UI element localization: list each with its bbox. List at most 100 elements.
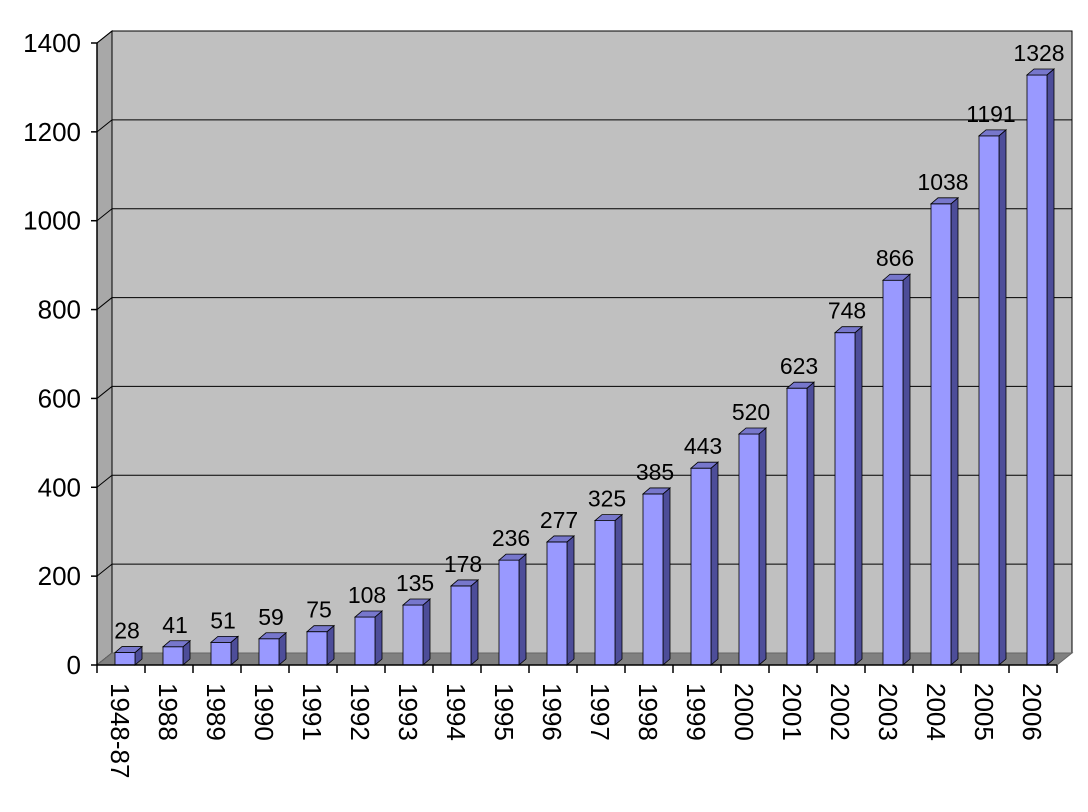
data-label: 135 — [396, 570, 434, 596]
bar-front — [546, 541, 568, 666]
data-label: 178 — [444, 551, 482, 577]
bar-top — [929, 197, 960, 205]
bar-top — [689, 461, 720, 469]
bar — [305, 624, 336, 666]
bar-front — [498, 559, 520, 666]
bar-side — [950, 196, 959, 666]
bar-top — [785, 381, 816, 389]
bar-top — [737, 427, 768, 435]
data-label: 520 — [732, 399, 770, 425]
bar-top — [305, 625, 336, 633]
bar — [785, 381, 816, 666]
x-tick-label: 1989 — [201, 683, 231, 741]
bar — [449, 579, 480, 666]
gridline-diagonal — [96, 474, 113, 488]
gridline-diagonal — [96, 119, 113, 133]
data-label: 325 — [588, 486, 626, 512]
bar-top — [977, 129, 1008, 137]
bar-top — [449, 579, 480, 587]
x-tick-label: 2001 — [777, 683, 807, 741]
gridline-diagonal — [96, 30, 113, 44]
bar — [929, 196, 960, 666]
bar — [257, 631, 288, 666]
bar — [401, 598, 432, 666]
bar-side — [470, 579, 479, 666]
x-tick-label: 1988 — [153, 683, 183, 741]
data-label: 1191 — [966, 101, 1015, 127]
bar-top — [401, 598, 432, 606]
data-label: 236 — [492, 525, 530, 551]
x-tick-label: 2004 — [921, 683, 951, 741]
bar-side — [614, 513, 623, 666]
data-label: 443 — [684, 433, 722, 459]
y-tick-label: 200 — [38, 561, 81, 591]
bar-front — [594, 520, 616, 666]
bar-front — [786, 387, 808, 666]
x-tick-label: 1990 — [249, 683, 279, 741]
x-tick-label: 1992 — [345, 683, 375, 741]
x-axis: 1948-87 1988 1989 1990 1991 1992 1993 1994 1995 1… — [96, 664, 1058, 778]
data-label: 385 — [636, 459, 674, 485]
bar-top — [161, 640, 192, 648]
gridline-diagonal — [96, 208, 113, 222]
y-tick-label: 1200 — [23, 117, 81, 147]
y-tick-label: 1000 — [23, 206, 81, 236]
bar-front — [930, 203, 952, 666]
bar-front — [450, 585, 472, 666]
bar — [881, 273, 912, 666]
bar-side — [998, 128, 1007, 666]
x-tick-label: 1997 — [585, 683, 615, 741]
data-label: 1038 — [917, 169, 968, 195]
bar-front — [402, 604, 424, 666]
bar-top — [641, 487, 672, 495]
bar-side — [710, 461, 719, 666]
x-tick-label: 1995 — [489, 683, 519, 741]
bar-side — [902, 273, 911, 666]
gridline-diagonal — [96, 386, 113, 399]
bar-front — [882, 279, 904, 666]
x-tick-label: 1991 — [297, 683, 327, 741]
bar-front — [738, 433, 760, 666]
bar-top — [545, 535, 576, 543]
bar — [545, 535, 576, 666]
bar-front — [690, 467, 712, 666]
bar-top — [881, 273, 912, 281]
bar — [113, 645, 144, 666]
data-label: 41 — [162, 612, 188, 638]
bar-front — [978, 135, 1000, 666]
bar-side — [662, 487, 671, 666]
data-label: 866 — [876, 245, 914, 271]
bar-front — [162, 646, 184, 666]
bar-side — [518, 553, 527, 666]
data-label: 748 — [828, 298, 866, 324]
y-tick-label: 400 — [38, 472, 81, 502]
x-tick-label: 2000 — [729, 683, 759, 741]
data-labels: 28 41 51 59 75 108 135 178 236 277 325 385 443 520 623… — [114, 40, 1064, 644]
plot-floor — [95, 652, 1074, 666]
x-tick-label: 1996 — [537, 683, 567, 741]
x-tick-label: 1998 — [633, 683, 663, 741]
bar-top — [497, 553, 528, 561]
x-tick-label: 2003 — [873, 683, 903, 741]
bar — [977, 128, 1008, 666]
bar-top — [593, 514, 624, 522]
bar-front — [306, 631, 328, 666]
gridline-diagonal — [96, 563, 113, 577]
bar-front — [258, 638, 280, 666]
bar-front — [114, 652, 136, 666]
bar-side — [422, 598, 431, 666]
bar — [1025, 68, 1056, 666]
bar-top — [353, 610, 384, 618]
bar-top — [833, 326, 864, 334]
bar-top — [209, 635, 240, 643]
bar — [641, 487, 672, 666]
data-label: 623 — [780, 353, 818, 379]
floor — [95, 652, 1074, 666]
bar — [737, 427, 768, 666]
data-label: 108 — [348, 582, 386, 608]
y-axis: 0 200 400 600 800 1000 1200 1400 — [23, 28, 98, 680]
back-wall — [111, 30, 1073, 654]
bars — [113, 68, 1056, 666]
bar-side — [566, 535, 575, 666]
